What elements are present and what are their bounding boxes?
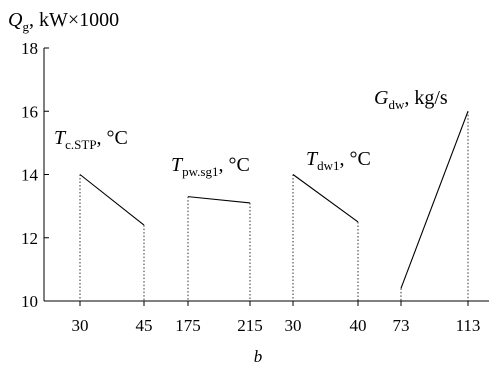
x-tick-label: 40: [350, 316, 367, 335]
y-tick-label: 10: [21, 292, 38, 311]
y-ticks: 10 12 14 16 18: [21, 39, 49, 311]
y-axis-title-sub: g: [22, 19, 29, 34]
panel-4: 73 113: [393, 111, 481, 335]
x-tick-label: 113: [456, 316, 481, 335]
panel-3: 30 40: [285, 174, 367, 335]
x-tick-label: 30: [285, 316, 302, 335]
series-label-g-dw: Gdw, kg/s: [374, 87, 448, 112]
y-axis-title: Qg, kW×1000: [8, 9, 119, 34]
x-tick-label: 73: [393, 316, 410, 335]
y-tick-label: 18: [21, 39, 38, 58]
series-line: [400, 111, 469, 289]
series-label-t-dw1: Tdw1, °C: [306, 148, 371, 173]
series-line: [292, 174, 359, 223]
y-axis-title-symbol: Q: [8, 9, 23, 31]
series-line: [187, 196, 251, 204]
y-tick-label: 16: [21, 102, 38, 121]
x-tick-label: 45: [136, 316, 153, 335]
y-tick-label: 14: [21, 166, 39, 185]
panels: 30 45 175 215 30 40 73 113: [72, 111, 481, 335]
y-axis-title-unit: , kW×1000: [29, 9, 119, 31]
series-label-t-c-stp: Tc.STP, °C: [54, 127, 128, 152]
x-tick-label: 215: [237, 316, 263, 335]
series-label-t-pw-sg1: Tpw.sg1, °C: [171, 154, 250, 179]
series-line: [79, 174, 145, 226]
x-tick-label: 175: [175, 316, 201, 335]
x-tick-label: 30: [72, 316, 89, 335]
panel-1: 30 45: [72, 174, 153, 335]
y-tick-label: 12: [21, 229, 38, 248]
x-axis-title: b: [254, 347, 263, 366]
panel-2: 175 215: [175, 196, 263, 335]
